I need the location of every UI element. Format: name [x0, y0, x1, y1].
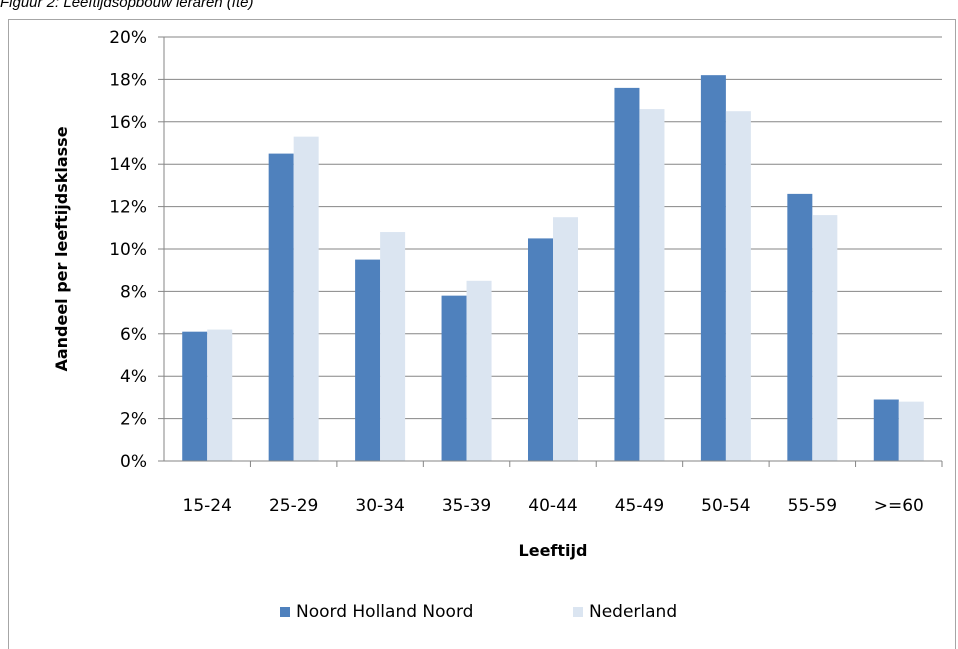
x-tick-label: 55-59	[788, 496, 837, 516]
bar	[380, 232, 406, 461]
bar	[268, 153, 294, 461]
y-tick-label: 6%	[120, 325, 147, 345]
y-tick-label: 4%	[120, 367, 147, 387]
y-tick-label: 18%	[109, 70, 147, 90]
figure-caption: Figuur 2: Leeftijdsopbouw leraren (fte)	[0, 0, 254, 11]
bar	[639, 109, 665, 461]
bar	[725, 111, 751, 461]
bar	[614, 87, 640, 461]
bar	[182, 331, 208, 461]
legend: Noord Holland Noord Nederland	[280, 602, 677, 622]
bar	[355, 259, 381, 461]
x-tick-labels: 15-24 25-29 30-34 35-39 40-44 45-49 50-54 55-59…	[183, 496, 924, 516]
legend-swatch	[573, 607, 583, 617]
x-tick-label: 30-34	[355, 496, 404, 516]
bar	[787, 193, 813, 461]
bar	[528, 238, 553, 461]
bar	[553, 217, 578, 461]
y-tick-labels: 0% 2% 4% 6% 8% 10% 12% 14% 16% 18% 20%	[109, 28, 147, 472]
x-tick-label: >=60	[874, 496, 924, 516]
bar	[207, 329, 233, 461]
chart-frame	[8, 19, 956, 649]
x-tick-label: 50-54	[701, 496, 750, 516]
x-tick-label: 40-44	[528, 496, 577, 516]
y-tick-label: 14%	[109, 155, 147, 175]
x-tick-label: 25-29	[269, 496, 318, 516]
y-tick-label: 10%	[109, 240, 147, 260]
y-tick-label: 8%	[120, 282, 147, 302]
bar	[873, 399, 899, 461]
legend-swatch	[280, 607, 290, 617]
legend-label: Nederland	[589, 602, 677, 622]
x-tick-label: 45-49	[615, 496, 664, 516]
bars	[182, 75, 924, 461]
bar	[466, 280, 492, 461]
y-tick-label: 2%	[120, 410, 147, 430]
bar	[441, 295, 467, 461]
y-tick-label: 20%	[109, 28, 147, 48]
y-tick-label: 12%	[109, 198, 147, 218]
x-tick-label: 15-24	[183, 496, 232, 516]
x-tick-label: 35-39	[442, 496, 491, 516]
axes	[158, 36, 943, 467]
bar	[898, 401, 924, 461]
y-tick-label: 0%	[120, 452, 147, 472]
y-axis-title: Aandeel per leeftijdsklasse	[52, 126, 71, 371]
bar	[700, 75, 726, 461]
x-axis-title: Leeftijd	[519, 541, 588, 560]
bar	[293, 136, 319, 461]
legend-label: Noord Holland Noord	[296, 602, 473, 622]
y-tick-label: 16%	[109, 113, 147, 133]
bar	[812, 215, 838, 461]
